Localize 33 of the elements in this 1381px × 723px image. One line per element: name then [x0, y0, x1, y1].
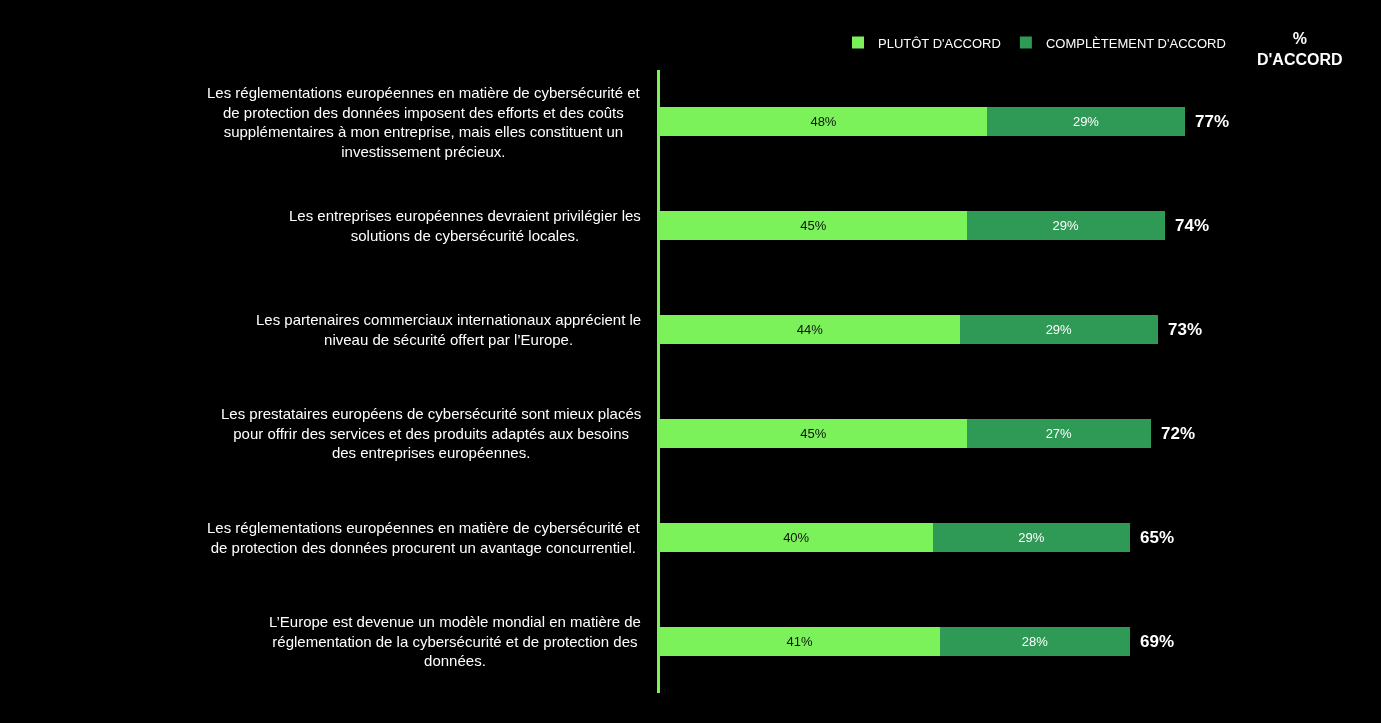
data-label: 29%: [1072, 114, 1100, 130]
bar: [960, 315, 1158, 345]
y-tick-label: Les réglementations européennes en matière de cybersécurité et de protection des données procurent un avantage concurrentiel.: [207, 519, 641, 556]
data-label: 29%: [1018, 529, 1045, 545]
annotation: 69%: [1140, 632, 1175, 651]
y-tick-label: Les entreprises européennes devraient privilégier les solutions de cybersécurité locales.: [289, 207, 641, 244]
y-tick-label: L’Europe est devenue un modèle mondial en matière de réglementation de la cybersécurité et de protection des données.: [269, 613, 641, 669]
data-label: 27%: [1045, 425, 1073, 441]
bar: [939, 626, 1131, 656]
annotation: 77%: [1195, 112, 1230, 131]
data-label: 48%: [810, 114, 837, 130]
annotation: 73%: [1168, 320, 1203, 339]
data-label: 29%: [1045, 322, 1073, 338]
legend-label: COMPLÈTEMENT D'ACCORD: [1045, 35, 1226, 51]
data-label: 45%: [800, 425, 827, 441]
bar: [987, 107, 1185, 137]
y-tick-label: Les partenaires commerciaux internationaux apprécient le niveau de sécurité offert par l’Europe.: [256, 311, 642, 348]
data-label: 44%: [796, 322, 824, 338]
bar: [966, 418, 1151, 448]
data-label: 40%: [783, 529, 810, 545]
y-tick-label: Les réglementations européennes en matière de cybersécurité et de protection des données imposent des efforts et des coûts supplémentaires à mon entreprise, mais elles constituent un investissement précieux.: [207, 84, 641, 160]
data-label: 45%: [800, 218, 827, 234]
data-label: 28%: [1021, 633, 1049, 649]
data-label: 41%: [786, 633, 814, 649]
bar: [932, 522, 1131, 552]
text: % D'ACCORD: [1257, 30, 1343, 68]
annotation: 65%: [1140, 528, 1175, 547]
y-tick-label: Les prestataires européens de cybersécurité sont mieux placés pour offrir des services et des produits adaptés aux besoins des entreprises européennes.: [221, 405, 642, 461]
annotation: 74%: [1175, 216, 1210, 235]
data-label: 29%: [1052, 218, 1079, 234]
legend-label: PLUTÔT D'ACCORD: [878, 35, 1001, 51]
annotation: 72%: [1161, 424, 1196, 443]
bar: [966, 211, 1165, 241]
